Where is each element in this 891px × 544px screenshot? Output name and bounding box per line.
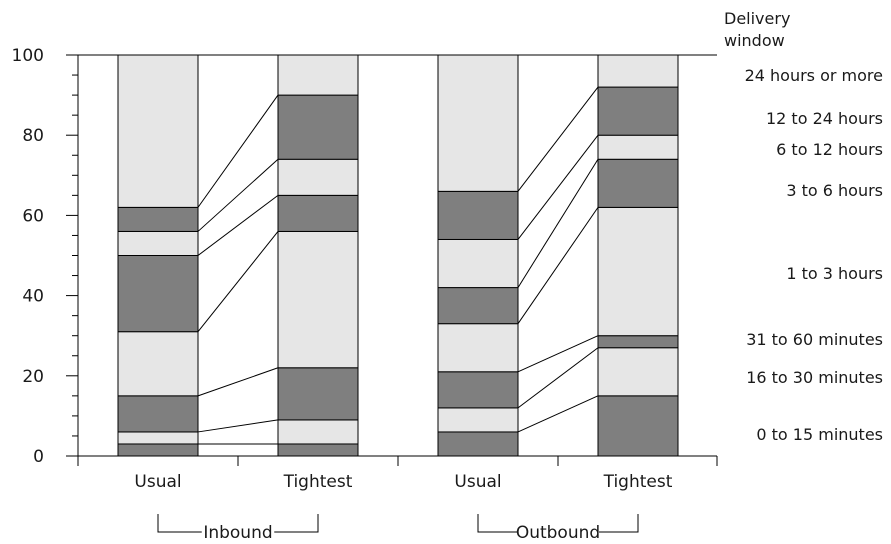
connector-line [517, 335, 599, 373]
legend-label: 24 hours or more [745, 66, 883, 85]
group-bracket-right [274, 514, 319, 533]
legend-label: 16 to 30 minutes [746, 368, 883, 387]
bar-segment [277, 443, 359, 457]
bar-segment [117, 230, 199, 257]
bar-segment [437, 371, 519, 409]
bar-segment [597, 206, 679, 337]
x-category-label: Usual [134, 472, 181, 492]
x-category-label: Tightest [283, 472, 353, 492]
connector-line [517, 347, 599, 409]
bar-segment [117, 255, 199, 333]
group-bracket-left [157, 514, 202, 533]
bar-segment [437, 238, 519, 289]
legend-label: 12 to 24 hours [766, 109, 883, 128]
bar-segment [277, 158, 359, 196]
connectors-layer [197, 86, 599, 445]
bar-segment [597, 86, 679, 136]
bar-segment [277, 54, 359, 96]
bar-segment [597, 335, 679, 349]
bar-segment [437, 190, 519, 240]
connector-line [197, 419, 279, 433]
legend-label: 3 to 6 hours [786, 181, 883, 200]
bar-segment [277, 419, 359, 445]
y-tick-label: 20 [22, 367, 44, 387]
connector-line [517, 207, 599, 324]
legend-layer: Delivery window 0 to 15 minutes 16 to 30 … [724, 9, 883, 444]
legend-label: 0 to 15 minutes [756, 425, 883, 444]
group-label: Inbound [203, 523, 272, 543]
bar-segment [117, 395, 199, 433]
axes-layer: 0 20 40 60 80 100 Usual Tightest Usual Tightest [12, 46, 718, 492]
bar-segment [117, 206, 199, 232]
y-tick-label: 60 [22, 206, 44, 226]
bar-segment [437, 407, 519, 433]
group-bracket-right [599, 514, 639, 533]
bar-segment [597, 347, 679, 397]
y-tick-label: 80 [22, 126, 44, 146]
legend-label: 31 to 60 minutes [746, 330, 883, 349]
connector-line [197, 158, 279, 232]
connector-line [517, 134, 599, 240]
bar-segment [597, 395, 679, 457]
groups-layer: Inbound Outbound [157, 514, 639, 543]
bar-segment [277, 230, 359, 369]
y-tick-label: 100 [12, 46, 44, 66]
bar-segment [437, 54, 519, 192]
bar-segment [117, 331, 199, 397]
connector-line [517, 86, 599, 192]
connector-line [197, 194, 279, 256]
bars-layer [117, 54, 679, 457]
legend-label: 6 to 12 hours [776, 140, 883, 159]
bar-segment [437, 323, 519, 373]
connector-line [517, 158, 599, 288]
connector-line [197, 94, 279, 208]
bar-segment [277, 194, 359, 232]
bar-segment [117, 443, 199, 457]
connector-line [197, 367, 279, 397]
bar-segment [597, 134, 679, 160]
bar-segment [437, 287, 519, 325]
group-label: Outbound [516, 523, 600, 543]
group-bracket-left [477, 514, 517, 533]
connector-line [517, 395, 599, 433]
bar-segment [437, 431, 519, 457]
bar-segment [277, 367, 359, 421]
legend-title-line-2: window [724, 31, 785, 50]
x-category-label: Usual [454, 472, 501, 492]
connector-line [197, 231, 279, 333]
bar-segment [117, 54, 199, 208]
bar-segment [597, 158, 679, 208]
bar-segment [277, 94, 359, 160]
legend-title-line-1: Delivery [724, 9, 790, 28]
y-tick-label: 0 [33, 447, 44, 467]
bar-segment [117, 431, 199, 445]
bar-segment [597, 54, 679, 88]
x-category-label: Tightest [603, 472, 673, 492]
legend-label: 1 to 3 hours [786, 264, 883, 283]
y-tick-label: 40 [22, 287, 44, 307]
